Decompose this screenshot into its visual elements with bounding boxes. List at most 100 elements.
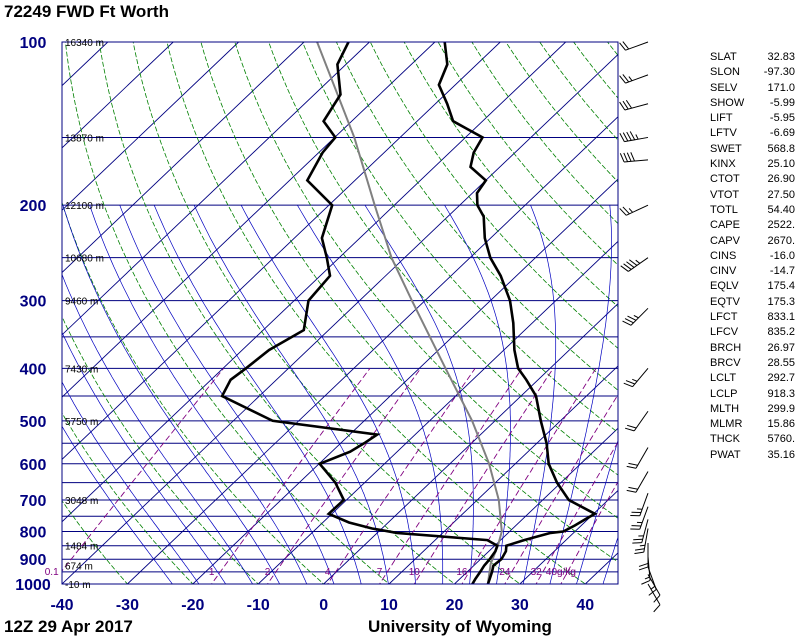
wind-barb xyxy=(623,367,649,388)
pressure-tick-label: 600 xyxy=(20,457,47,474)
index-row: EQTV 175.3 xyxy=(710,295,795,310)
height-label: 16340 m xyxy=(65,38,104,49)
index-row: CAPV 2670. xyxy=(710,234,795,249)
wind-barb-half-flag xyxy=(639,544,646,547)
pressure-tick-label: 200 xyxy=(20,198,47,215)
wind-barb xyxy=(622,307,649,326)
index-row: THCK 5760. xyxy=(710,432,795,447)
wind-barb-flag xyxy=(622,132,629,142)
index-row: MLTH 299.9 xyxy=(710,402,795,417)
dry-adiabat xyxy=(166,42,586,584)
mixing-ratio-label: 4 xyxy=(325,567,331,578)
index-row: LFCT 833.1 xyxy=(710,310,795,325)
temperature-profile xyxy=(437,42,598,584)
index-row: LCLT 292.7 xyxy=(710,371,795,386)
index-value: -97.30 xyxy=(763,66,795,79)
index-label: BRCV xyxy=(710,356,741,369)
wind-barb-flag xyxy=(632,542,642,544)
dewpoint-profile xyxy=(220,42,499,584)
moist-adiabat xyxy=(297,205,444,584)
index-row: MLMR 15.86 xyxy=(710,417,795,432)
index-value: 27.50 xyxy=(767,188,795,201)
wind-barb-flag xyxy=(619,75,626,84)
wind-barb xyxy=(619,131,649,143)
index-value: -14.7 xyxy=(769,265,795,278)
wind-barb-staff xyxy=(625,74,649,84)
isotherm xyxy=(62,42,239,211)
wind-barb-staff xyxy=(628,257,649,272)
isotherm xyxy=(62,53,618,584)
index-row: CTOT 26.90 xyxy=(710,172,795,187)
index-label: CAPE xyxy=(710,219,740,232)
index-row: CINV -14.7 xyxy=(710,264,795,279)
wind-barb xyxy=(634,528,649,555)
wind-barb-flag xyxy=(619,208,627,216)
index-value: -5.95 xyxy=(769,112,795,125)
index-row: CAPE 2522. xyxy=(710,218,795,233)
moist-adiabat xyxy=(153,205,362,584)
isotherm xyxy=(62,42,305,274)
pressure-tick-label: 1000 xyxy=(15,577,51,594)
index-row: SELV 171.0 xyxy=(710,81,795,96)
wind-barb-staff xyxy=(633,410,649,432)
temperature-tick-label: 10 xyxy=(380,597,398,614)
mixing-ratio-line xyxy=(461,368,597,584)
index-label: CTOT xyxy=(710,173,740,186)
temperature-tick-label: 30 xyxy=(511,597,529,614)
index-value: 2670. xyxy=(767,234,795,247)
index-label: LFTV xyxy=(710,127,737,140)
mixing-ratio-line xyxy=(327,368,476,584)
index-row: LFCV 835.2 xyxy=(710,325,795,340)
wind-barb-flag xyxy=(623,263,632,270)
wind-barb-staff xyxy=(624,159,649,163)
wind-barb xyxy=(630,493,649,517)
wind-barb-flag xyxy=(619,153,625,163)
index-label: THCK xyxy=(710,433,740,446)
wind-barb xyxy=(638,542,649,571)
wind-barb-flag xyxy=(619,42,626,51)
index-value: 175.4 xyxy=(767,280,795,293)
isotherm xyxy=(323,303,618,584)
wind-barb-flag xyxy=(626,131,632,141)
index-value: 5760. xyxy=(767,433,795,446)
height-label: 3048 m xyxy=(65,496,98,507)
wind-barb-flag xyxy=(638,566,649,571)
index-label: LCLP xyxy=(710,387,738,400)
wind-barb-flag xyxy=(627,315,637,321)
index-label: PWAT xyxy=(710,448,741,461)
moist-adiabat xyxy=(602,535,618,584)
wind-barb-flag xyxy=(624,427,635,432)
wind-barb-flag xyxy=(625,380,636,385)
wind-barb-flag xyxy=(622,41,630,50)
wind-barb-flag xyxy=(624,318,634,324)
index-label: CINS xyxy=(710,249,737,262)
mixing-ratio-label: 32 xyxy=(531,567,543,578)
wind-barb-flag xyxy=(620,265,629,272)
pressure-tick-label: 400 xyxy=(20,361,47,378)
index-value: -16.0 xyxy=(769,249,795,262)
mixing-ratio-line xyxy=(560,480,618,584)
index-row: SLON -97.30 xyxy=(710,65,795,80)
wind-barb-flag xyxy=(626,152,632,162)
index-value: 175.3 xyxy=(767,295,795,308)
wind-barb-staff xyxy=(639,506,649,530)
index-row: TOTL 54.40 xyxy=(710,203,795,218)
wind-barb-staff xyxy=(647,574,661,596)
wind-barb-staff xyxy=(635,471,649,493)
index-label: LIFT xyxy=(710,112,733,125)
dry-adiabat xyxy=(335,42,618,391)
height-label: 12100 m xyxy=(65,201,104,212)
temperature-tick-label: -20 xyxy=(181,597,204,614)
wind-barb-flag xyxy=(626,489,637,493)
wind-barb-half-flag xyxy=(628,208,633,213)
index-row: LFTV -6.69 xyxy=(710,126,795,141)
dry-adiabat xyxy=(302,42,618,433)
index-row: SHOW -5.99 xyxy=(710,96,795,111)
height-label: 7430 m xyxy=(65,364,98,375)
dry-adiabat xyxy=(62,315,259,584)
wind-barb-staff xyxy=(647,583,661,606)
index-label: SWET xyxy=(710,142,742,155)
dry-adiabat xyxy=(62,201,325,584)
moist-adiabat xyxy=(89,205,308,584)
